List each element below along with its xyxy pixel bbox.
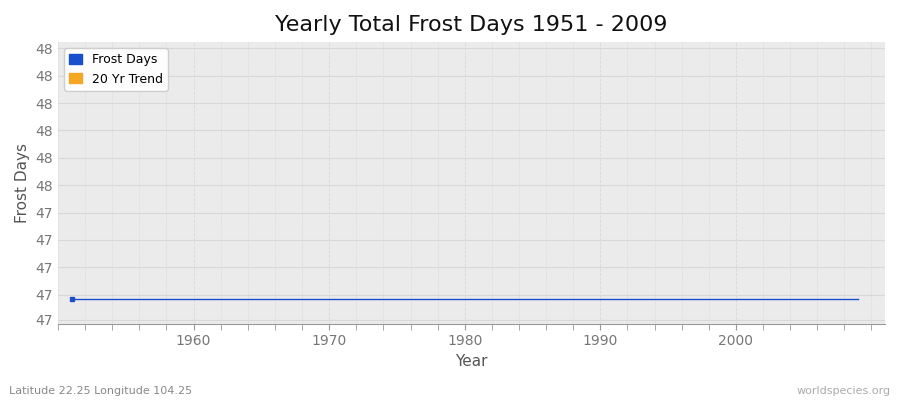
Text: worldspecies.org: worldspecies.org xyxy=(796,386,891,396)
X-axis label: Year: Year xyxy=(455,354,488,369)
Title: Yearly Total Frost Days 1951 - 2009: Yearly Total Frost Days 1951 - 2009 xyxy=(275,15,668,35)
Y-axis label: Frost Days: Frost Days xyxy=(15,143,30,223)
Legend: Frost Days, 20 Yr Trend: Frost Days, 20 Yr Trend xyxy=(64,48,167,91)
Text: Latitude 22.25 Longitude 104.25: Latitude 22.25 Longitude 104.25 xyxy=(9,386,192,396)
